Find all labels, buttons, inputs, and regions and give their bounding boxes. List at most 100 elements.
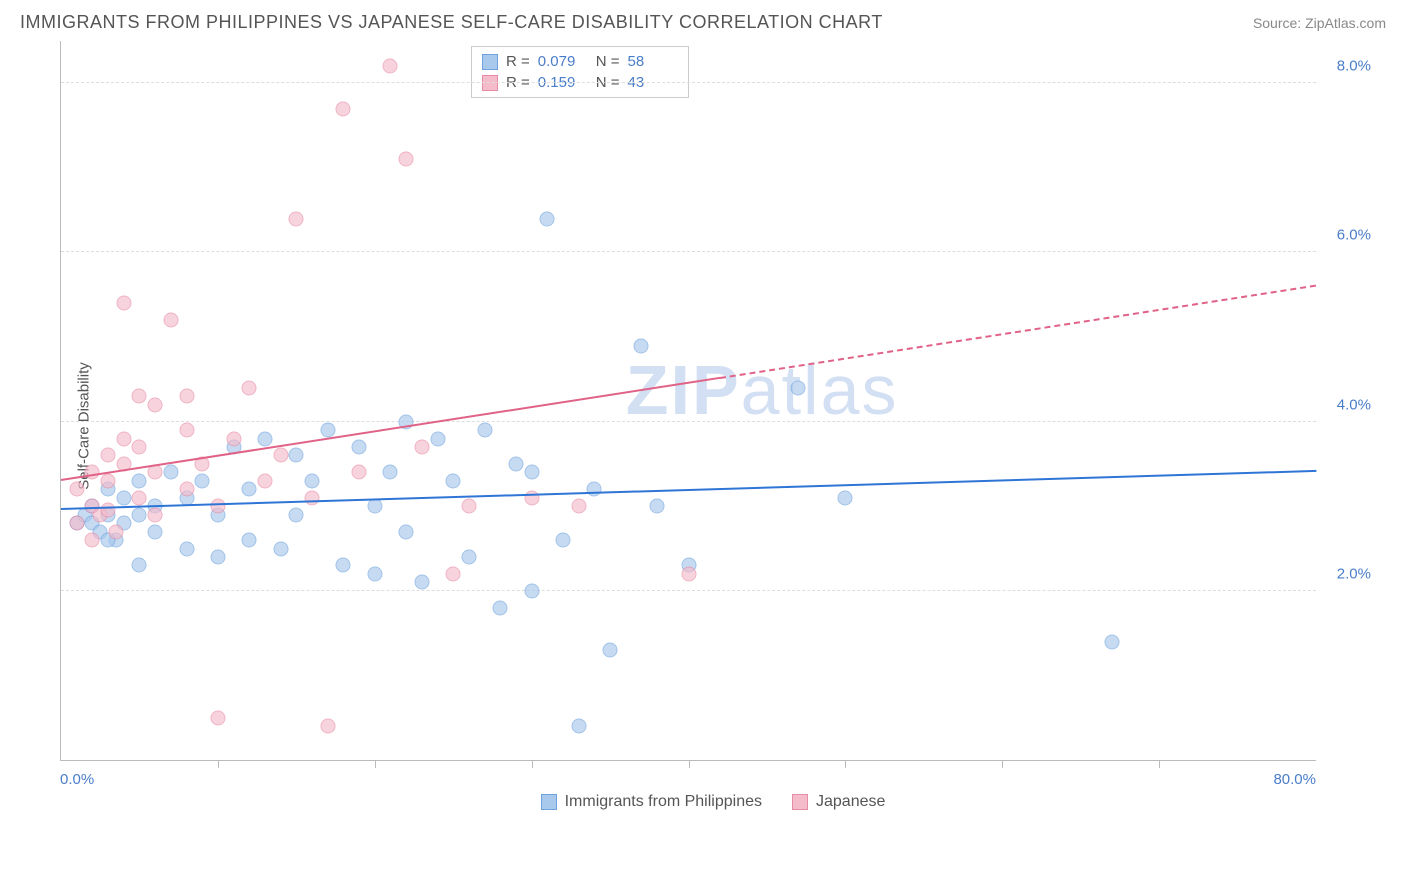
data-point: [838, 490, 853, 505]
data-point: [524, 583, 539, 598]
y-tick-label: 6.0%: [1337, 227, 1371, 244]
data-point: [179, 482, 194, 497]
x-tick: [1159, 760, 1160, 768]
y-tick-label: 8.0%: [1337, 58, 1371, 75]
data-point: [210, 550, 225, 565]
data-point: [367, 566, 382, 581]
data-point: [210, 710, 225, 725]
data-point: [446, 566, 461, 581]
data-point: [226, 431, 241, 446]
data-point: [195, 473, 210, 488]
data-point: [367, 499, 382, 514]
data-point: [634, 338, 649, 353]
data-point: [587, 482, 602, 497]
data-point: [242, 380, 257, 395]
data-point: [242, 533, 257, 548]
source-credit: Source: ZipAtlas.com: [1253, 15, 1386, 31]
data-point: [179, 541, 194, 556]
x-axis-min-label: 0.0%: [60, 771, 94, 788]
data-point: [163, 313, 178, 328]
data-point: [179, 389, 194, 404]
data-point: [1105, 634, 1120, 649]
data-point: [273, 448, 288, 463]
series-legend: Immigrants from Philippines Japanese: [50, 793, 1376, 811]
data-point: [210, 499, 225, 514]
data-point: [493, 600, 508, 615]
x-axis-labels: 0.0% 80.0%: [60, 771, 1316, 791]
data-point: [540, 211, 555, 226]
data-point: [148, 524, 163, 539]
y-tick-label: 2.0%: [1337, 565, 1371, 582]
data-point: [571, 719, 586, 734]
data-point: [132, 507, 147, 522]
data-point: [116, 296, 131, 311]
chart-header: IMMIGRANTS FROM PHILIPPINES VS JAPANESE …: [0, 0, 1406, 41]
data-point: [430, 431, 445, 446]
data-point: [791, 380, 806, 395]
data-point: [305, 473, 320, 488]
data-point: [69, 482, 84, 497]
legend-label: Immigrants from Philippines: [565, 793, 762, 811]
data-point: [242, 482, 257, 497]
x-tick: [689, 760, 690, 768]
data-point: [446, 473, 461, 488]
x-tick: [1002, 760, 1003, 768]
data-point: [132, 440, 147, 455]
x-tick: [532, 760, 533, 768]
legend-item: Immigrants from Philippines: [541, 793, 762, 811]
gridline: [61, 82, 1316, 83]
data-point: [132, 558, 147, 573]
data-point: [85, 533, 100, 548]
gridline: [61, 421, 1316, 422]
data-point: [69, 516, 84, 531]
legend-label: Japanese: [816, 793, 885, 811]
n-label: N =: [596, 53, 620, 70]
legend-item: Japanese: [792, 793, 885, 811]
x-tick: [218, 760, 219, 768]
data-point: [556, 533, 571, 548]
data-point: [383, 465, 398, 480]
data-point: [399, 524, 414, 539]
data-point: [148, 507, 163, 522]
data-point: [352, 440, 367, 455]
data-point: [461, 499, 476, 514]
data-point: [116, 490, 131, 505]
gridline: [61, 590, 1316, 591]
data-point: [571, 499, 586, 514]
chart-area: Self-Care Disability ZIPatlas R =0.079N …: [50, 41, 1376, 811]
data-point: [336, 101, 351, 116]
data-point: [101, 448, 116, 463]
legend-swatch: [792, 794, 808, 810]
data-point: [179, 423, 194, 438]
data-point: [352, 465, 367, 480]
r-label: R =: [506, 53, 530, 70]
data-point: [650, 499, 665, 514]
data-point: [336, 558, 351, 573]
data-point: [414, 575, 429, 590]
data-point: [461, 550, 476, 565]
data-point: [108, 524, 123, 539]
data-point: [320, 719, 335, 734]
data-point: [132, 389, 147, 404]
data-point: [132, 490, 147, 505]
legend-swatch: [541, 794, 557, 810]
data-point: [681, 566, 696, 581]
data-point: [524, 465, 539, 480]
data-point: [305, 490, 320, 505]
data-point: [603, 643, 618, 658]
gridline: [61, 251, 1316, 252]
x-axis-max-label: 80.0%: [1273, 771, 1316, 788]
data-point: [508, 456, 523, 471]
data-point: [148, 397, 163, 412]
data-point: [273, 541, 288, 556]
data-point: [289, 211, 304, 226]
data-point: [132, 473, 147, 488]
n-value: 58: [628, 53, 678, 70]
data-point: [383, 59, 398, 74]
r-value: 0.079: [538, 53, 588, 70]
trend-line: [720, 284, 1316, 378]
data-point: [289, 448, 304, 463]
data-point: [524, 490, 539, 505]
watermark: ZIPatlas: [626, 350, 899, 430]
y-tick-label: 4.0%: [1337, 396, 1371, 413]
